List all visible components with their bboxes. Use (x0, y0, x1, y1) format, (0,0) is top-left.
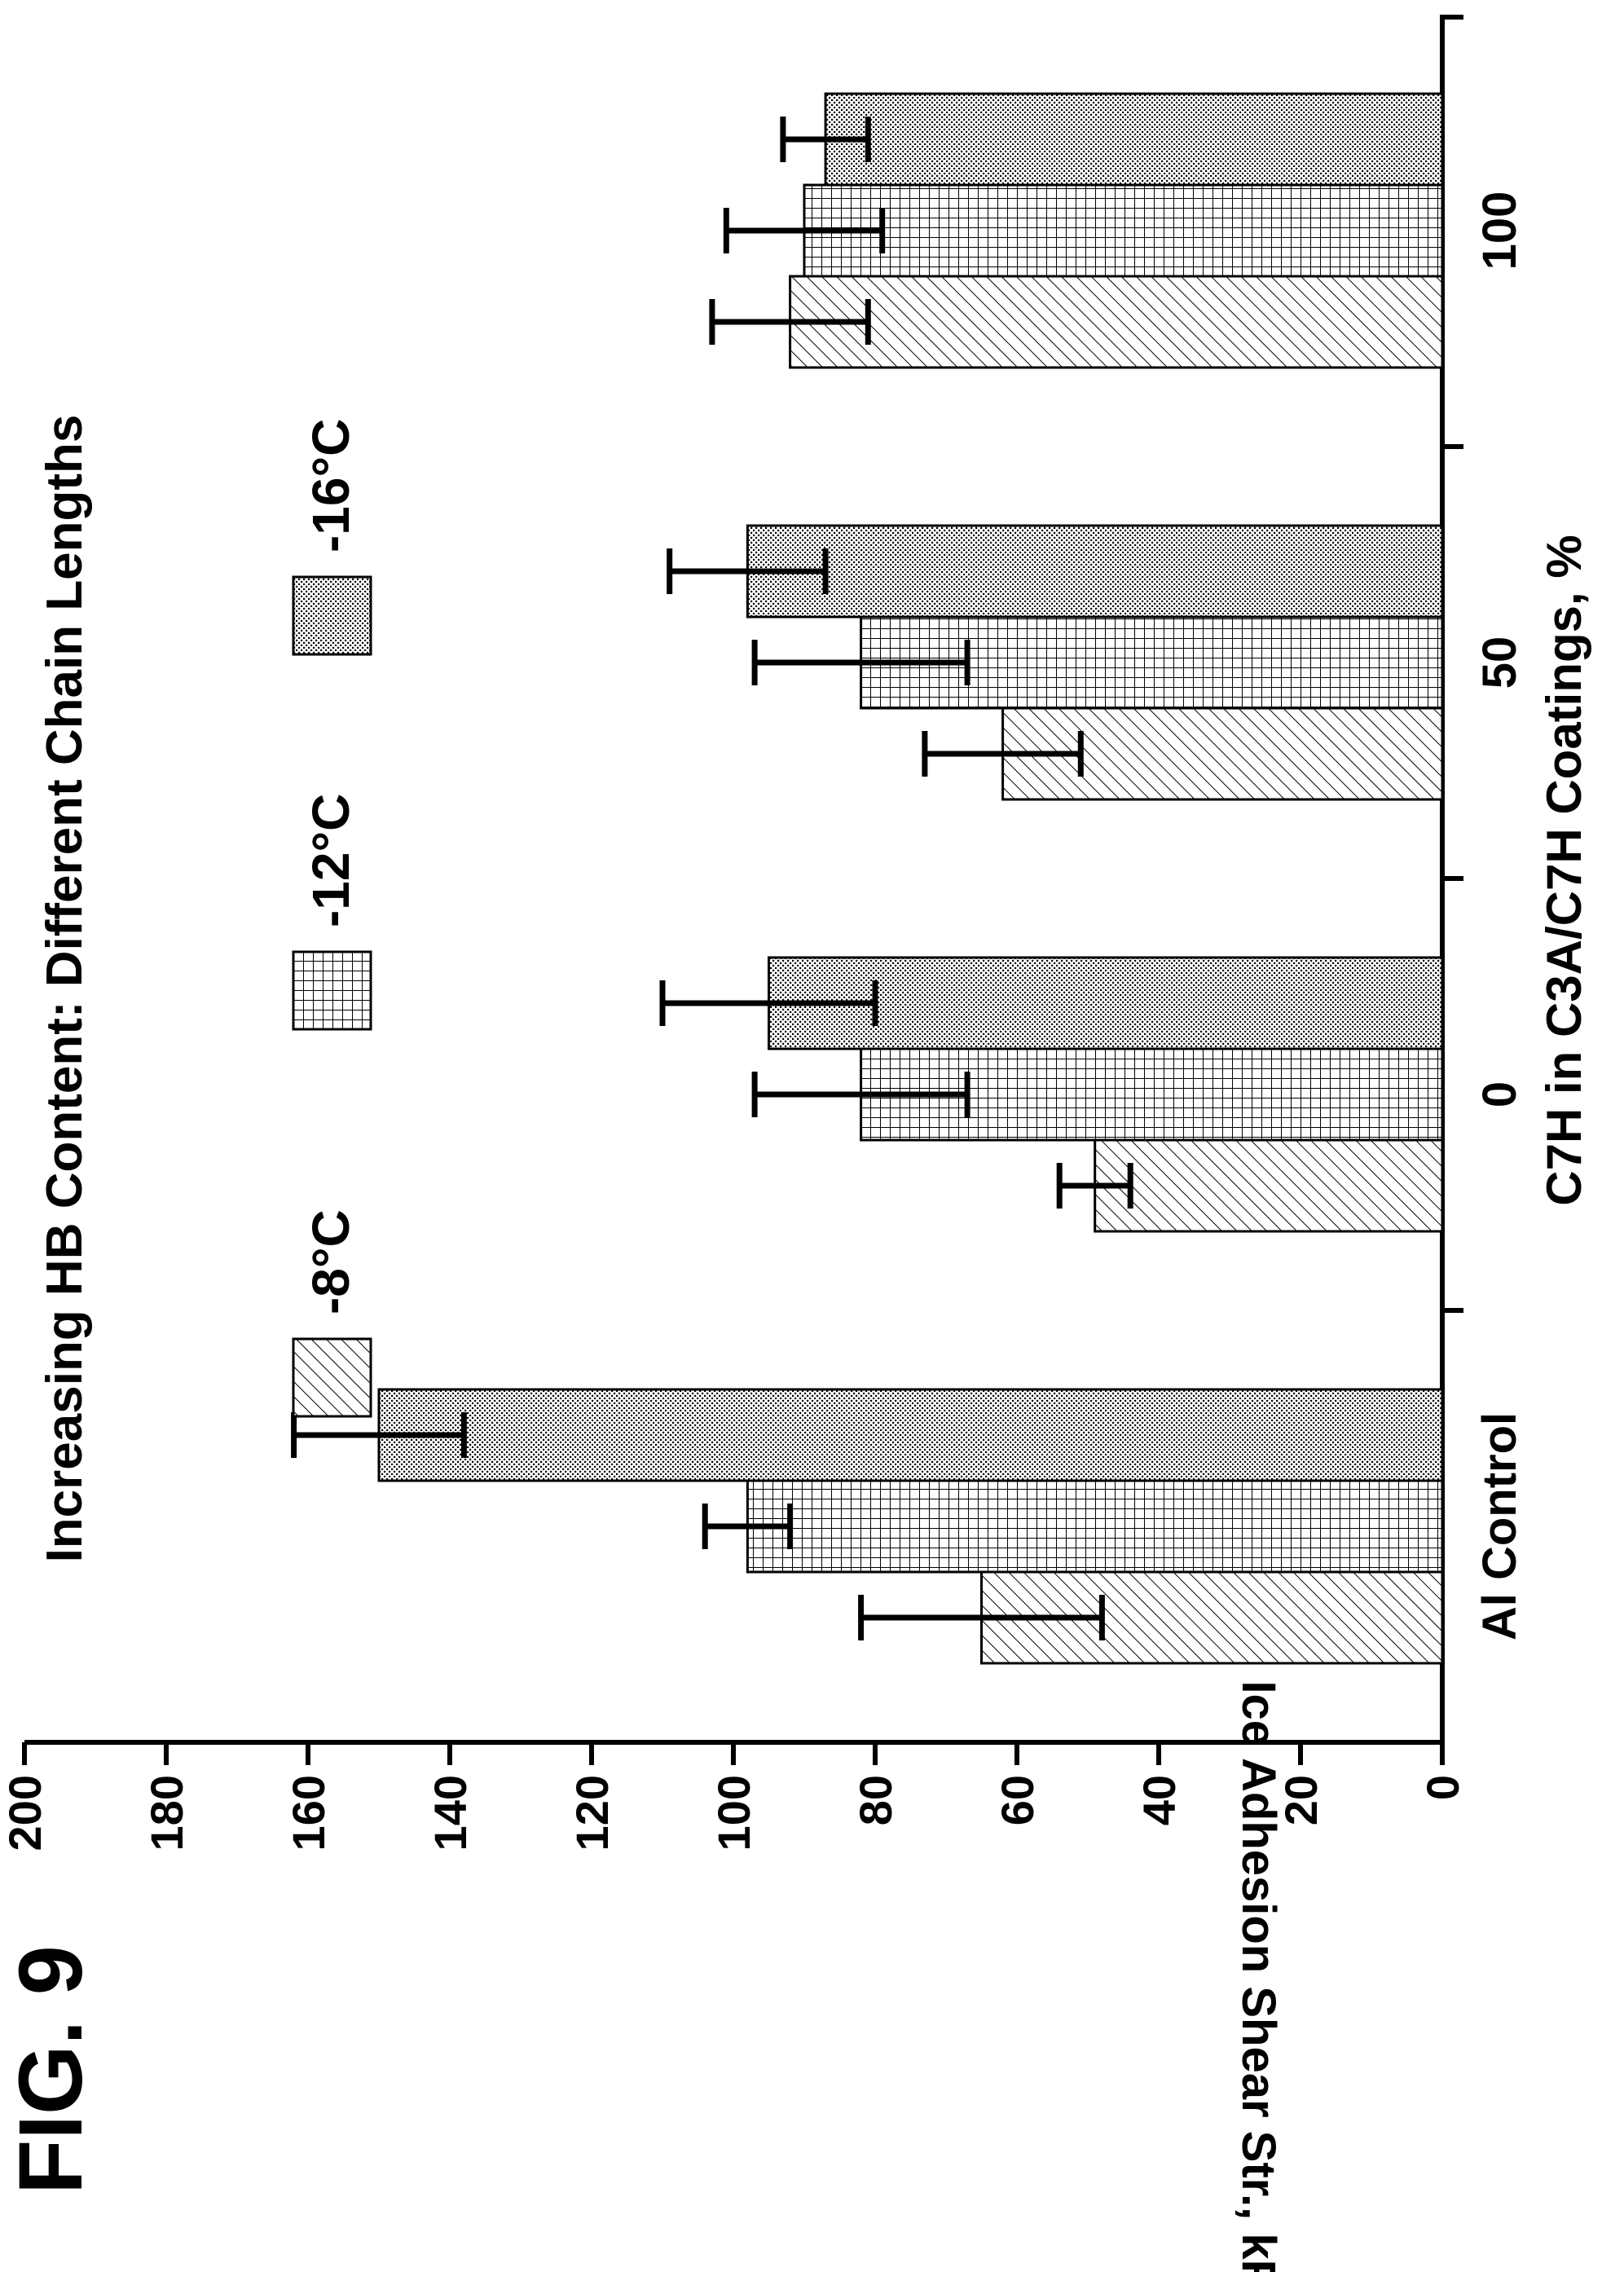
bars (377, 92, 1444, 1665)
tick-labels: 0 20 40 60 80 100 120 140 160 180 200 (0, 1775, 1468, 1851)
y-tick-label: 20 (1275, 1775, 1327, 1825)
bar-minus12c-0 (746, 1479, 1444, 1574)
y-tick-label: 200 (0, 1775, 51, 1851)
bar-minus16c-3 (824, 92, 1444, 187)
y-tick-label: 140 (425, 1775, 476, 1851)
category-label: Al Control (1473, 1412, 1526, 1640)
bar-minus12c-3 (803, 183, 1444, 278)
bar-minus16c-2 (746, 524, 1444, 619)
y-tick-label: 100 (708, 1775, 759, 1851)
category-label: 50 (1473, 636, 1526, 689)
bar-minus8c-1 (1094, 1138, 1444, 1233)
legend-swatch (292, 1337, 372, 1418)
y-tick-label: 120 (566, 1775, 618, 1851)
chart-title: Increasing HB Content: Different Chain L… (37, 415, 93, 1563)
y-axis-label: Ice Adhesion Shear Str., kPa (1232, 1680, 1285, 2272)
y-tick-label: 80 (850, 1775, 901, 1825)
y-tick-label: 40 (1133, 1775, 1185, 1825)
y-tick-label: 180 (141, 1775, 192, 1851)
legend-label: -12°C (301, 794, 360, 927)
legend-label: -16°C (301, 419, 360, 553)
y-tick-label: 160 (283, 1775, 334, 1851)
y-tick-label: 0 (1417, 1775, 1468, 1800)
error-bars (291, 117, 1133, 1640)
bar-minus16c-0 (377, 1388, 1444, 1482)
legend-swatch (292, 950, 372, 1031)
legend: -8°C -12°C -16°C (292, 419, 372, 1418)
y-tick-label: 60 (992, 1775, 1043, 1825)
plot-area: 0 20 40 60 80 100 120 140 160 180 200 Al Control 0 5… (0, 15, 1591, 2272)
figure-label: FIG. 9 (1, 1945, 101, 2195)
legend-swatch (292, 575, 372, 656)
category-label: 100 (1473, 192, 1526, 271)
x-axis-label: C7H in C3A/C7H Coatings, % (1537, 535, 1591, 1205)
legend-label: -8°C (301, 1209, 360, 1314)
category-labels: Al Control 0 50 100 (1473, 192, 1526, 1641)
bar-minus8c-3 (789, 275, 1444, 369)
category-label: 0 (1473, 1081, 1526, 1107)
